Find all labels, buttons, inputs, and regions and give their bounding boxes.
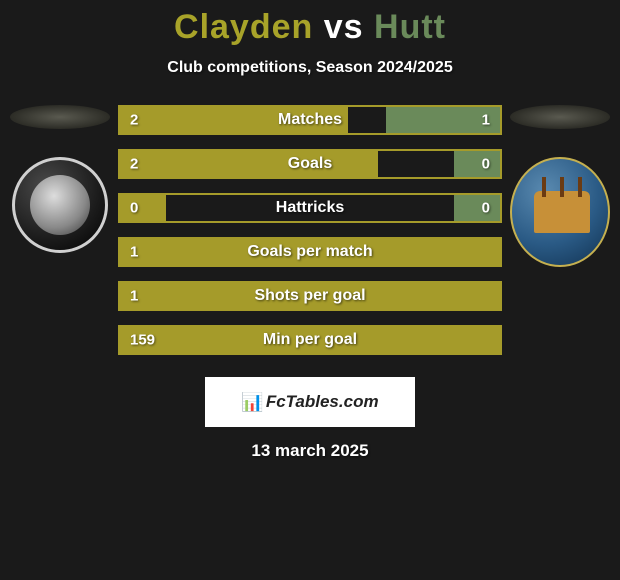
stat-label: Hattricks [276, 199, 344, 217]
body-row: 2 1 Matches 2 0 Goals 0 0 Hattricks 1 Goals per ma… [0, 105, 620, 369]
player2-name: Hutt [374, 8, 446, 46]
stat-value-left: 1 [130, 288, 138, 305]
date-label: 13 march 2025 [0, 441, 620, 461]
subtitle: Club competitions, Season 2024/2025 [0, 59, 620, 77]
stat-label: Shots per goal [254, 287, 365, 305]
stats-bars: 2 1 Matches 2 0 Goals 0 0 Hattricks 1 Goals per ma… [114, 105, 506, 369]
stat-value-left: 1 [130, 244, 138, 261]
page-title: Clayden vs Hutt [0, 8, 620, 47]
stat-value-right: 0 [482, 156, 490, 173]
watermark: 📊 FcTables.com [205, 377, 415, 427]
stat-value-left: 2 [130, 112, 138, 129]
comparison-card: Clayden vs Hutt Club competitions, Seaso… [0, 0, 620, 461]
stat-row: 2 0 Goals [118, 149, 502, 179]
right-club-crest-icon [510, 157, 610, 267]
watermark-text: FcTables.com [266, 392, 379, 412]
stat-row: 159 Min per goal [118, 325, 502, 355]
stat-label: Goals [288, 155, 332, 173]
stat-bar-left [120, 195, 166, 221]
left-club-crest-icon [12, 157, 108, 253]
stat-value-left: 0 [130, 200, 138, 217]
left-shadow-ellipse [10, 105, 110, 129]
chart-icon: 📊 [241, 392, 261, 413]
stat-row: 0 0 Hattricks [118, 193, 502, 223]
stat-row: 1 Shots per goal [118, 281, 502, 311]
right-side-col [506, 105, 614, 267]
stat-bar-right [454, 195, 500, 221]
stat-label: Matches [278, 111, 342, 129]
stat-label: Goals per match [247, 243, 372, 261]
vs-separator: vs [324, 8, 364, 46]
stat-row: 2 1 Matches [118, 105, 502, 135]
stat-bar-left [120, 151, 378, 177]
stat-value-right: 1 [482, 112, 490, 129]
right-shadow-ellipse [510, 105, 610, 129]
left-side-col [6, 105, 114, 253]
player1-name: Clayden [174, 8, 313, 46]
stat-label: Min per goal [263, 331, 357, 349]
stat-value-left: 2 [130, 156, 138, 173]
stat-row: 1 Goals per match [118, 237, 502, 267]
stat-bar-right [454, 151, 500, 177]
stat-value-left: 159 [130, 332, 155, 349]
stat-value-right: 0 [482, 200, 490, 217]
